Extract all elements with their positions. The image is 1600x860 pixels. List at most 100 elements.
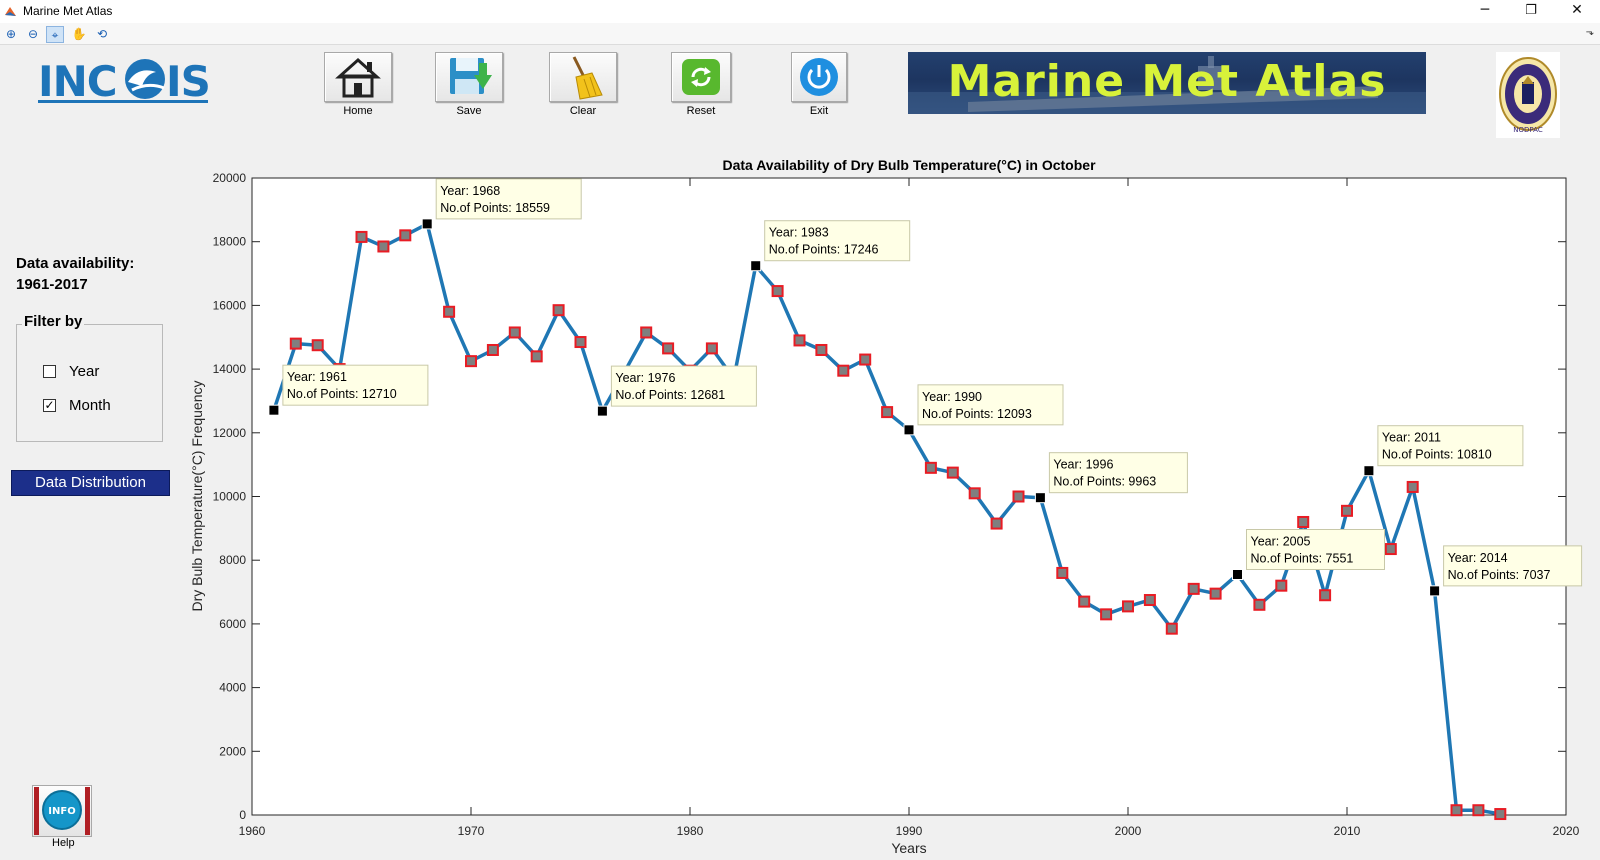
- marine-met-atlas-banner: Marine Met Atlas: [908, 52, 1426, 114]
- banner-title: Marine Met Atlas: [947, 56, 1387, 107]
- data-point: [311, 339, 324, 352]
- data-point: [1187, 582, 1200, 595]
- filter-month-checkbox[interactable]: ✓ Month: [43, 397, 111, 414]
- minimize-button[interactable]: ─: [1480, 2, 1490, 18]
- clear-button[interactable]: Clear: [549, 52, 617, 117]
- data-point: [377, 240, 390, 253]
- exit-button[interactable]: Exit: [791, 52, 847, 117]
- data-tip-points: No.of Points: 17246: [769, 243, 879, 257]
- highlighted-data-point: [903, 424, 915, 436]
- info-icon-text: INFO: [48, 806, 75, 817]
- data-point: [640, 326, 653, 339]
- zoom-in-icon[interactable]: ⊕: [5, 27, 17, 41]
- incois-logo: INC IS: [38, 57, 208, 104]
- y-tick-label: 18000: [213, 235, 247, 249]
- save-icon: [435, 52, 503, 102]
- data-point: [355, 230, 368, 243]
- data-tip-points: No.of Points: 7037: [1448, 568, 1551, 582]
- save-button[interactable]: Save: [435, 52, 503, 117]
- home-icon: [324, 52, 392, 102]
- data-point: [1253, 598, 1266, 611]
- refresh-icon: [671, 52, 731, 102]
- data-point: [1078, 595, 1091, 608]
- plot-area: [251, 177, 1567, 816]
- check-mark-icon: ✓: [44, 398, 55, 412]
- home-button[interactable]: Home: [324, 52, 392, 117]
- data-point: [793, 334, 806, 347]
- toolbar-expand-icon[interactable]: ⬎: [1585, 27, 1594, 38]
- availability-range: 1961-2017: [16, 276, 88, 293]
- data-distribution-button[interactable]: Data Distribution: [11, 470, 170, 496]
- data-tip-points: No.of Points: 18559: [440, 201, 550, 215]
- highlighted-data-point: [1363, 465, 1375, 477]
- pan-hand-icon[interactable]: ✋: [71, 27, 87, 41]
- x-tick-label: 2000: [1115, 824, 1142, 838]
- ship-deck-image: [908, 56, 1426, 114]
- year-checkbox-box[interactable]: [43, 365, 56, 378]
- x-tick-label: 1990: [896, 824, 923, 838]
- highlighted-data-point: [421, 218, 433, 230]
- data-tip-box: [1377, 425, 1524, 467]
- year-checkbox-label: Year: [69, 363, 100, 380]
- rotate-3d-icon[interactable]: ⟲: [96, 27, 108, 41]
- zoom-out-icon[interactable]: ⊖: [27, 27, 39, 41]
- data-tip-box: [1048, 452, 1188, 494]
- highlighted-data-point: [750, 260, 762, 272]
- data-point: [465, 355, 477, 368]
- y-tick-label: 14000: [213, 362, 247, 376]
- data-point: [1165, 622, 1178, 635]
- data-point: [1341, 504, 1353, 517]
- data-point: [881, 406, 894, 419]
- data-point: [946, 466, 959, 479]
- data-tip-1990: Year: 1990 No.of Points: 12093: [917, 384, 1064, 426]
- filter-year-checkbox[interactable]: Year: [43, 363, 99, 380]
- data-tip-1996: Year: 1996 No.of Points: 9963: [1048, 452, 1188, 494]
- data-tip-year: Year: 2011: [1382, 431, 1441, 445]
- help-button[interactable]: INFO: [32, 785, 94, 837]
- highlighted-data-point: [596, 405, 608, 417]
- y-tick-label: 2000: [219, 744, 246, 758]
- data-point: [1494, 808, 1507, 821]
- data-tip-box: [282, 364, 429, 406]
- data-point: [1472, 804, 1485, 817]
- y-tick-label: 4000: [219, 681, 246, 695]
- clear-label: Clear: [569, 105, 597, 117]
- highlighted-data-point: [1034, 492, 1046, 504]
- data-point: [1056, 566, 1069, 579]
- data-point: [1122, 600, 1134, 613]
- data-tip-year: Year: 1976: [615, 371, 675, 385]
- y-tick-label: 0: [239, 808, 246, 822]
- data-tip-year: Year: 2005: [1251, 535, 1311, 549]
- x-tick-label: 1960: [239, 824, 266, 838]
- month-checkbox-box[interactable]: ✓: [43, 399, 56, 412]
- x-tick-label: 2020: [1553, 824, 1580, 838]
- data-point: [399, 229, 412, 242]
- y-tick-label: 16000: [213, 298, 247, 312]
- data-point: [662, 342, 675, 355]
- reset-button[interactable]: Reset: [671, 52, 731, 117]
- svg-text:IS: IS: [166, 57, 208, 104]
- availability-title: Data availability:: [16, 255, 135, 272]
- data-tip-year: Year: 1961: [287, 370, 347, 384]
- y-tick-label: 20000: [213, 171, 247, 185]
- maximize-button[interactable]: ❐: [1525, 3, 1537, 18]
- help-label: Help: [52, 837, 75, 849]
- data-tip-box: [1246, 529, 1385, 571]
- data-point: [815, 343, 828, 356]
- close-button[interactable]: ✕: [1571, 2, 1583, 18]
- data-tip-year: Year: 1990: [922, 390, 982, 404]
- exit-label: Exit: [809, 105, 829, 117]
- window-title-bar: Marine Met Atlas ─ ❐ ✕: [0, 0, 1600, 23]
- data-tip-year: Year: 1983: [769, 226, 829, 240]
- data-point: [552, 304, 565, 317]
- broom-icon: [549, 52, 617, 102]
- data-point: [1209, 587, 1222, 600]
- data-point: [443, 305, 456, 318]
- data-point: [574, 336, 587, 349]
- data-cursor-icon[interactable]: ⌖: [46, 26, 64, 43]
- data-tip-2005: Year: 2005 No.of Points: 7551: [1246, 529, 1385, 571]
- data-point: [705, 342, 718, 355]
- data-tip-points: No.of Points: 9963: [1053, 475, 1156, 489]
- filter-by-group: Filter by Year ✓ Month: [16, 313, 163, 442]
- x-tick-label: 1970: [458, 824, 485, 838]
